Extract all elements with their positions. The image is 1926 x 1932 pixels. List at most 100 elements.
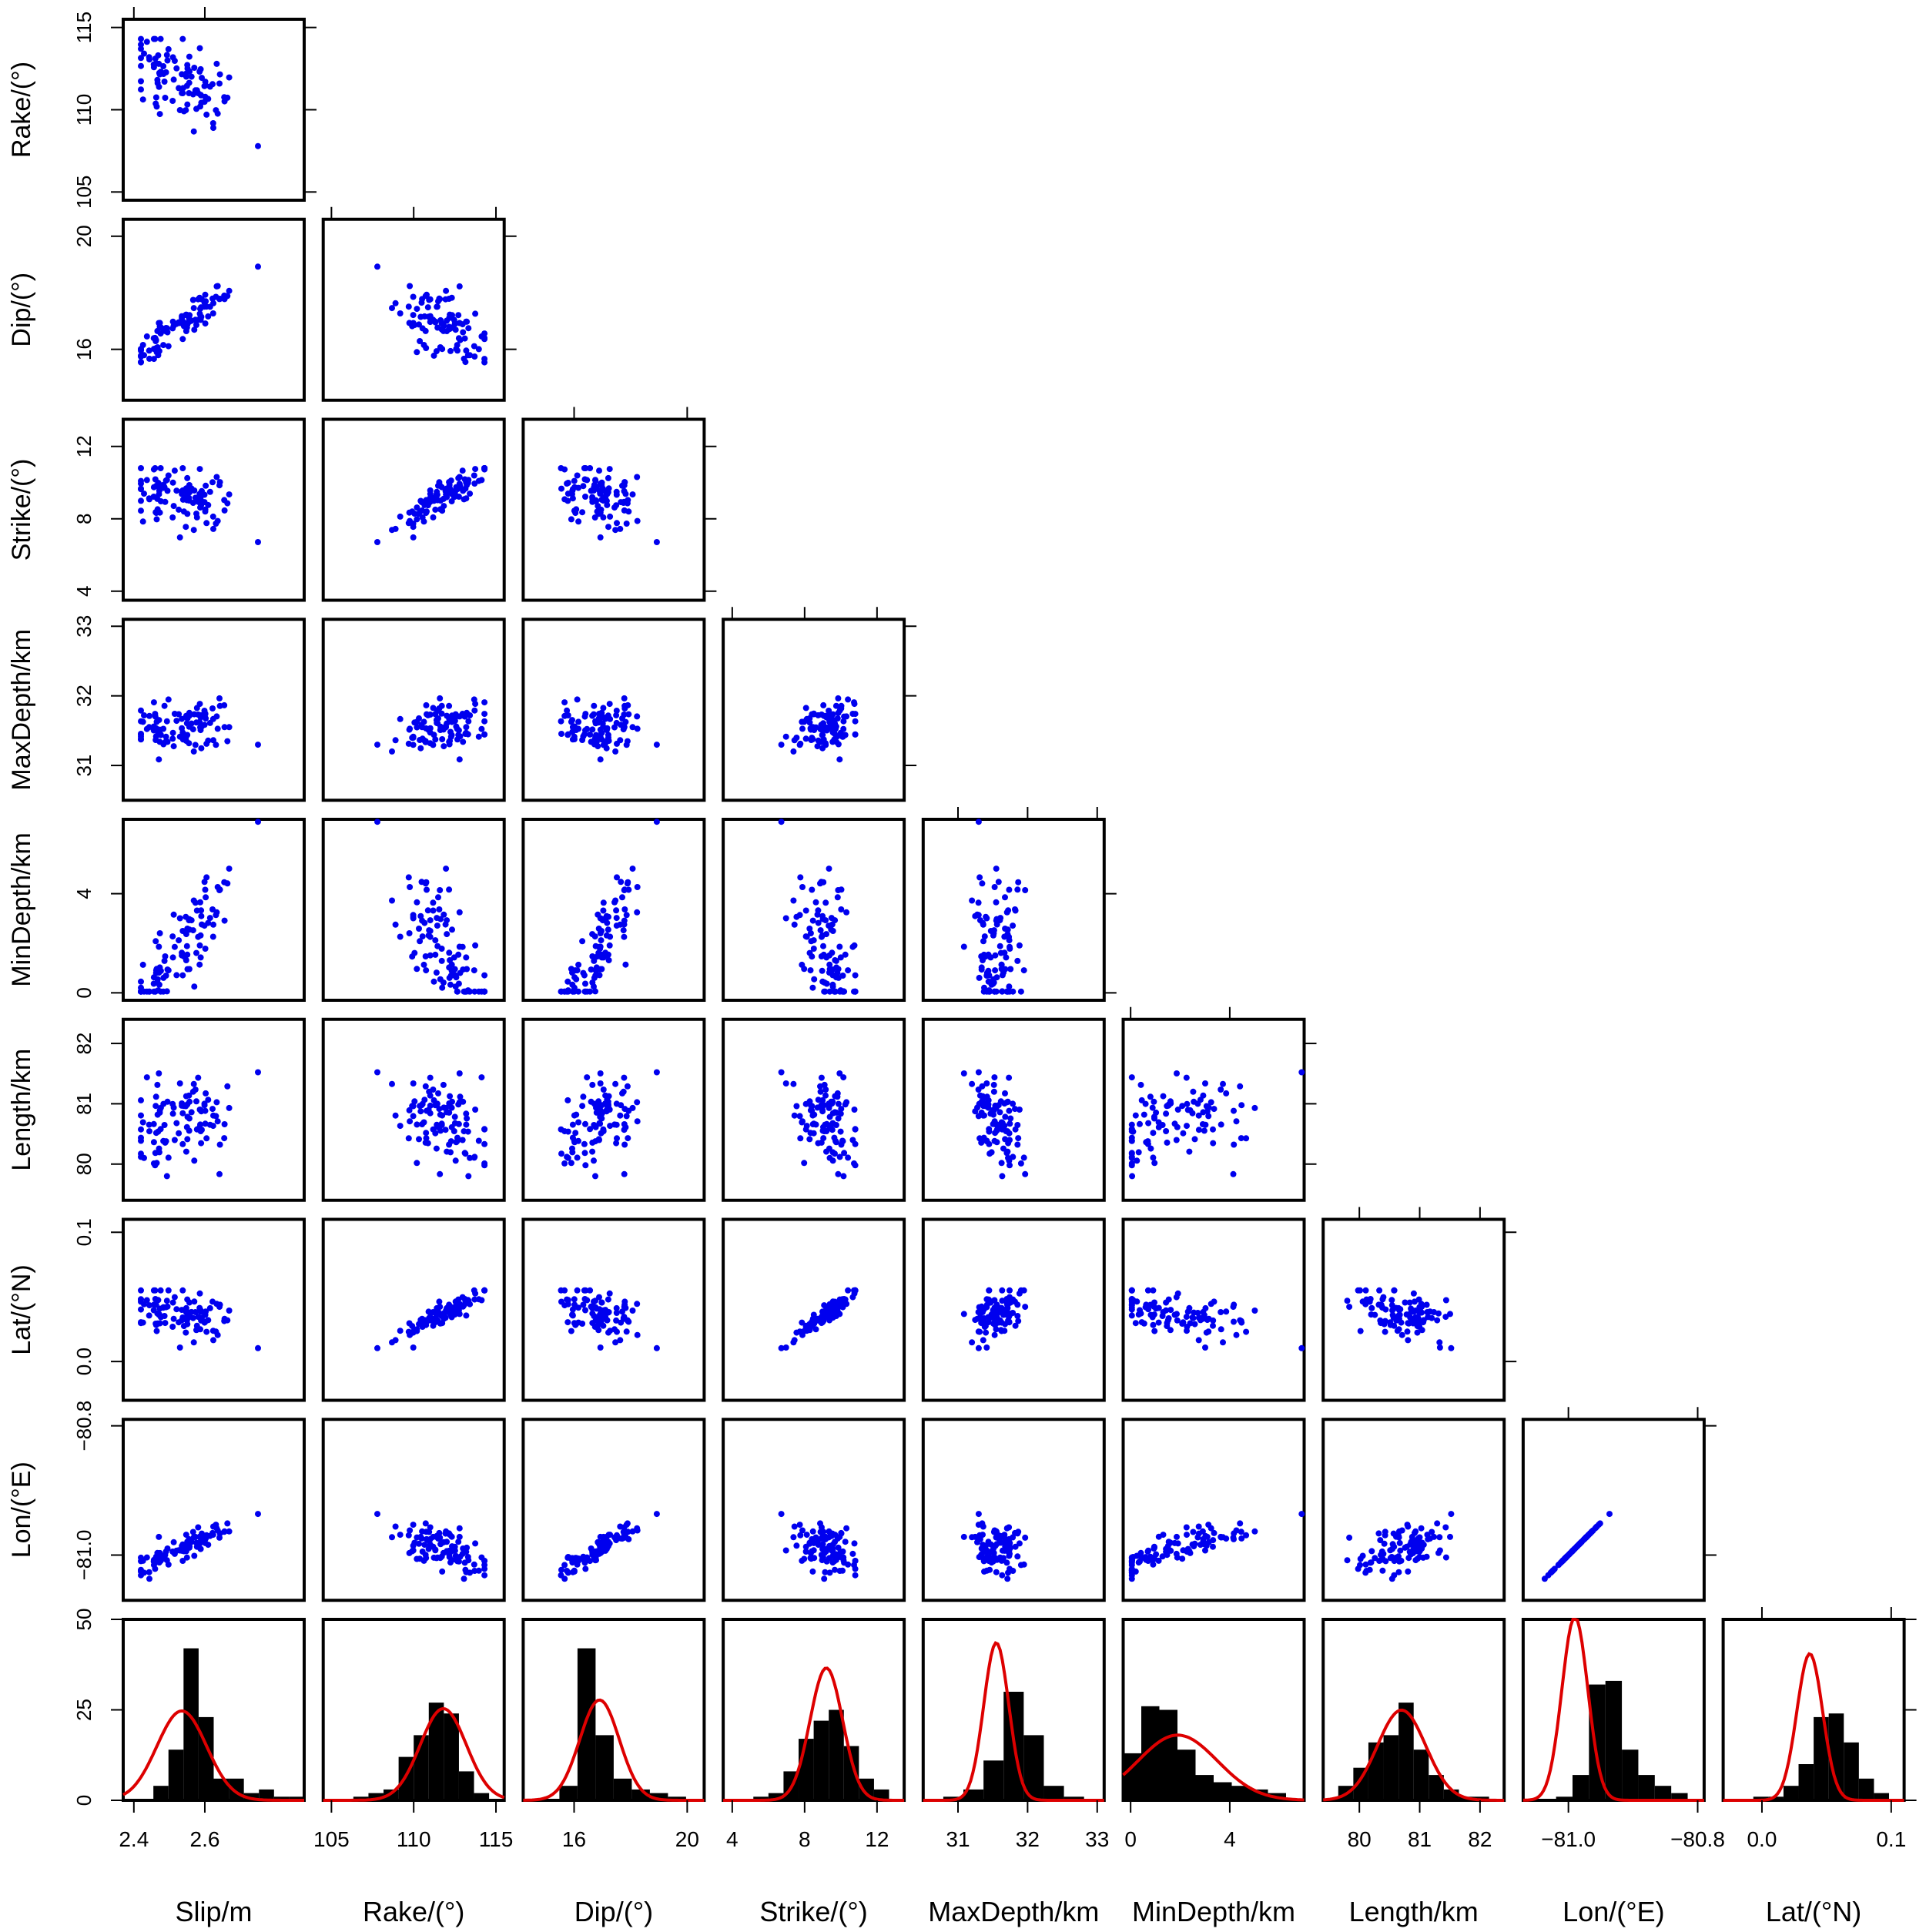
data-point bbox=[1167, 1539, 1174, 1546]
data-point bbox=[206, 1304, 213, 1311]
data-point bbox=[196, 1107, 203, 1113]
histogram-bar bbox=[259, 1789, 274, 1800]
data-point bbox=[839, 1304, 846, 1311]
data-point bbox=[446, 702, 453, 709]
data-point bbox=[460, 966, 467, 973]
data-point bbox=[141, 491, 147, 497]
data-point bbox=[1180, 1547, 1187, 1554]
scatter-panel-length-vs-slip bbox=[122, 1017, 306, 1202]
data-point bbox=[150, 1139, 157, 1146]
data-point bbox=[143, 477, 150, 484]
data-point bbox=[801, 1160, 808, 1167]
data-point bbox=[987, 1541, 994, 1548]
data-point bbox=[416, 321, 422, 328]
data-point bbox=[980, 957, 986, 963]
data-point bbox=[210, 125, 216, 132]
data-point bbox=[840, 1173, 847, 1180]
data-point bbox=[164, 966, 171, 973]
data-point bbox=[819, 932, 826, 939]
data-point bbox=[199, 921, 205, 928]
histogram-bar bbox=[1622, 1750, 1639, 1800]
data-point bbox=[564, 1097, 571, 1103]
data-point bbox=[374, 263, 380, 270]
data-point bbox=[214, 517, 221, 524]
data-point bbox=[980, 1315, 987, 1321]
data-point bbox=[420, 342, 427, 348]
data-point bbox=[389, 897, 395, 904]
data-point bbox=[1563, 1554, 1569, 1561]
data-point bbox=[806, 926, 813, 932]
data-point bbox=[138, 1134, 144, 1141]
data-point bbox=[598, 1541, 605, 1548]
y-axis-label: MaxDepth/km bbox=[7, 629, 36, 791]
data-point bbox=[836, 1296, 843, 1303]
data-point bbox=[425, 313, 432, 320]
data-point bbox=[986, 1126, 993, 1133]
data-point bbox=[832, 988, 839, 995]
data-point bbox=[802, 735, 809, 742]
data-point bbox=[196, 701, 203, 708]
data-point bbox=[405, 1532, 412, 1539]
data-point bbox=[1368, 1311, 1375, 1318]
data-point bbox=[845, 1154, 852, 1161]
data-point bbox=[809, 953, 816, 960]
data-point bbox=[457, 1093, 464, 1100]
data-point bbox=[1391, 1572, 1398, 1579]
data-point bbox=[976, 917, 983, 924]
data-point bbox=[613, 915, 620, 922]
data-point bbox=[414, 504, 420, 511]
data-point bbox=[138, 1568, 144, 1574]
data-point bbox=[454, 988, 461, 995]
data-point bbox=[1142, 1554, 1149, 1561]
data-point bbox=[1204, 1533, 1211, 1540]
data-point bbox=[1368, 1548, 1375, 1555]
data-point bbox=[849, 1137, 856, 1143]
data-point bbox=[634, 725, 641, 732]
data-point bbox=[592, 988, 598, 995]
data-point bbox=[157, 35, 164, 42]
y-axis-label: Strike/(°) bbox=[7, 459, 36, 561]
data-point bbox=[980, 921, 986, 928]
data-point bbox=[1243, 1328, 1250, 1335]
data-point bbox=[209, 705, 216, 712]
data-point bbox=[1007, 943, 1013, 950]
data-point bbox=[840, 1074, 847, 1081]
data-point bbox=[442, 921, 449, 928]
data-point bbox=[1002, 1311, 1009, 1318]
data-point bbox=[420, 961, 427, 968]
data-point bbox=[462, 1150, 469, 1157]
data-point bbox=[152, 94, 159, 101]
histogram-bar bbox=[1858, 1778, 1874, 1800]
data-point bbox=[216, 695, 223, 701]
y-tick-label: 81 bbox=[72, 1093, 95, 1115]
scatter-panel-lon-vs-mindepth bbox=[1121, 1418, 1306, 1602]
data-point bbox=[569, 1311, 576, 1318]
data-point bbox=[446, 949, 453, 956]
data-point bbox=[1202, 1344, 1208, 1351]
data-point bbox=[778, 1344, 785, 1351]
data-point bbox=[588, 487, 595, 494]
data-point bbox=[410, 742, 417, 748]
data-point bbox=[998, 966, 1005, 973]
x-tick-label: 2.4 bbox=[119, 1827, 149, 1851]
data-point bbox=[190, 527, 197, 534]
data-point bbox=[451, 1311, 458, 1318]
density-curve bbox=[1723, 1652, 1904, 1802]
data-point bbox=[584, 1074, 591, 1081]
data-point bbox=[980, 1309, 986, 1315]
data-point bbox=[213, 912, 219, 919]
data-point bbox=[598, 487, 605, 494]
data-point bbox=[410, 1542, 417, 1549]
data-point bbox=[558, 988, 564, 995]
data-point bbox=[826, 988, 833, 995]
data-point bbox=[156, 83, 162, 90]
data-point bbox=[417, 912, 424, 919]
data-point bbox=[154, 1081, 161, 1088]
data-point bbox=[975, 1511, 982, 1518]
data-point bbox=[975, 1522, 982, 1529]
data-point bbox=[191, 326, 198, 333]
data-point bbox=[162, 95, 169, 101]
data-point bbox=[160, 1555, 167, 1562]
data-point bbox=[434, 1554, 441, 1561]
data-point bbox=[991, 1527, 998, 1534]
